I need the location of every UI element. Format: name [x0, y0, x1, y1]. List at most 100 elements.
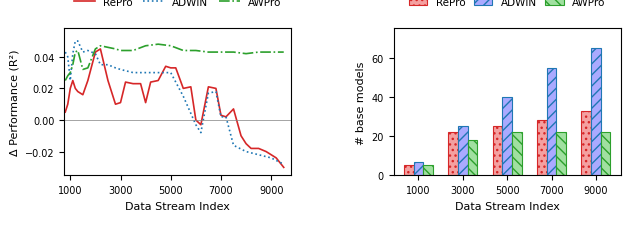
RePro	[104, 80, 112, 83]
Bar	[591, 49, 601, 176]
Bar	[404, 166, 413, 176]
AWPro	[72, 52, 79, 54]
ADWIN	[67, 80, 74, 83]
RePro	[217, 114, 225, 117]
ADWIN	[255, 154, 262, 156]
AWPro	[61, 80, 69, 83]
Line: AWPro: AWPro	[65, 45, 284, 81]
Y-axis label: # base models: # base models	[356, 61, 366, 144]
RePro	[192, 119, 200, 122]
RePro	[273, 157, 280, 160]
RePro	[162, 66, 170, 68]
ADWIN	[116, 69, 124, 72]
AWPro	[167, 45, 175, 48]
Legend: RePro, ADWIN, AWPro: RePro, ADWIN, AWPro	[70, 0, 285, 12]
ADWIN	[61, 52, 69, 54]
AWPro	[129, 50, 137, 53]
AWPro	[242, 53, 250, 56]
AWPro	[217, 52, 225, 54]
AWPro	[205, 52, 212, 54]
AWPro	[154, 44, 162, 46]
Bar	[468, 140, 477, 176]
AWPro	[280, 52, 287, 54]
Bar	[537, 121, 547, 176]
ADWIN	[217, 116, 225, 119]
RePro	[154, 80, 162, 83]
RePro	[205, 86, 212, 89]
RePro	[116, 102, 124, 104]
AWPro	[69, 64, 77, 67]
RePro	[147, 81, 154, 84]
RePro	[230, 108, 237, 111]
ADWIN	[97, 64, 104, 67]
AWPro	[268, 52, 275, 54]
ADWIN	[142, 72, 150, 75]
RePro	[280, 166, 287, 169]
Bar	[581, 111, 591, 176]
AWPro	[104, 47, 112, 50]
RePro	[179, 88, 187, 90]
ADWIN	[280, 163, 287, 166]
ADWIN	[92, 53, 99, 56]
AWPro	[74, 50, 82, 53]
X-axis label: Data Stream Index: Data Stream Index	[455, 201, 559, 211]
Bar	[424, 166, 433, 176]
Bar	[458, 127, 468, 176]
RePro	[92, 52, 99, 54]
ADWIN	[154, 72, 162, 75]
RePro	[84, 80, 92, 83]
AWPro	[116, 50, 124, 53]
ADWIN	[69, 53, 77, 56]
Bar	[448, 133, 458, 176]
ADWIN	[268, 157, 275, 160]
AWPro	[97, 45, 104, 48]
ADWIN	[84, 50, 92, 53]
ADWIN	[64, 56, 72, 59]
Bar	[502, 97, 512, 176]
RePro	[167, 67, 175, 70]
ADWIN	[230, 144, 237, 147]
ADWIN	[72, 40, 79, 43]
Y-axis label: Δ Performance (R²): Δ Performance (R²)	[9, 49, 19, 155]
AWPro	[192, 50, 200, 53]
RePro	[64, 103, 72, 106]
ADWIN	[129, 72, 137, 75]
RePro	[242, 143, 250, 145]
RePro	[137, 83, 145, 86]
AWPro	[230, 52, 237, 54]
RePro	[142, 102, 150, 104]
ADWIN	[111, 67, 119, 70]
RePro	[69, 80, 77, 83]
AWPro	[255, 52, 262, 54]
RePro	[247, 147, 255, 150]
Line: RePro: RePro	[65, 50, 284, 168]
RePro	[197, 124, 205, 126]
ADWIN	[205, 92, 212, 95]
RePro	[237, 135, 245, 137]
RePro	[172, 67, 180, 70]
Bar	[601, 133, 611, 176]
Bar	[547, 68, 556, 176]
RePro	[222, 116, 230, 119]
Bar	[493, 127, 502, 176]
ADWIN	[242, 151, 250, 153]
AWPro	[79, 69, 86, 72]
RePro	[212, 88, 220, 90]
RePro	[72, 88, 79, 90]
ADWIN	[212, 91, 220, 94]
Bar	[512, 133, 522, 176]
AWPro	[142, 45, 150, 48]
ADWIN	[197, 132, 205, 134]
ADWIN	[192, 124, 200, 126]
ADWIN	[104, 64, 112, 67]
ADWIN	[79, 52, 86, 54]
ADWIN	[222, 116, 230, 119]
AWPro	[64, 75, 72, 78]
RePro	[111, 103, 119, 106]
Line: ADWIN: ADWIN	[65, 42, 284, 164]
RePro	[79, 94, 86, 97]
RePro	[129, 83, 137, 86]
RePro	[61, 111, 69, 114]
Bar	[413, 162, 424, 176]
Bar	[556, 133, 566, 176]
